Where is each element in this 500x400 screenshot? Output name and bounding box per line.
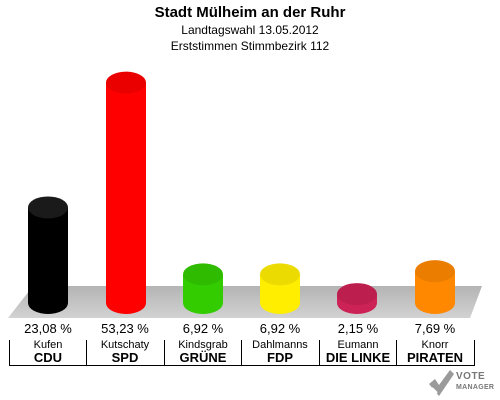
party-label-cdu: CDU xyxy=(33,350,63,365)
label-separator xyxy=(474,340,475,366)
candidate-name-gruene: Kindsgrab xyxy=(178,339,228,351)
party-label-linke: DIE LINKE xyxy=(325,350,391,365)
bar-fdp xyxy=(260,263,300,314)
data-label-gruene: 6,92 % xyxy=(182,321,224,336)
label-separator xyxy=(241,340,242,366)
data-label-cdu: 23,08 % xyxy=(24,321,72,336)
party-label-gruene: GRÜNE xyxy=(179,350,227,365)
party-label-piraten: PIRATEN xyxy=(406,350,464,365)
candidate-name-piraten: Knorr xyxy=(421,339,449,351)
label-separator xyxy=(164,340,165,366)
data-label-fdp: 6,92 % xyxy=(259,321,301,336)
candidate-name-linke: Eumann xyxy=(337,339,379,351)
bar-piraten xyxy=(415,260,455,314)
party-label-spd: SPD xyxy=(111,350,139,365)
label-separator xyxy=(319,340,320,366)
label-separator xyxy=(86,340,87,366)
data-label-spd: 53,23 % xyxy=(101,321,149,336)
data-label-linke: 2,15 % xyxy=(337,321,379,336)
candidate-name-fdp: Dahlmanns xyxy=(252,339,308,351)
chart-floor xyxy=(8,286,482,318)
bar-spd xyxy=(106,71,146,314)
label-separator xyxy=(9,340,10,366)
bar-linke xyxy=(337,283,377,314)
bar-gruene xyxy=(183,263,223,314)
party-label-fdp: FDP xyxy=(267,350,293,365)
bar-cdu xyxy=(28,196,68,314)
chart-title: Stadt Mülheim an der Ruhr xyxy=(154,4,346,21)
chart-subtitle-election: Landtagswahl 13.05.2012 xyxy=(181,23,319,37)
chart-subtitle-district: Erststimmen Stimmbezirk 112 xyxy=(170,39,330,53)
label-separator xyxy=(396,340,397,366)
logo-text-vote: VOTE xyxy=(456,371,486,382)
candidate-name-cdu: Kufen xyxy=(33,339,63,351)
vote-manager-logo: VOTE MANAGER xyxy=(426,366,500,400)
check-mark-icon xyxy=(429,370,454,396)
chart-titles: Stadt Mülheim an der Ruhr Landtagswahl 1… xyxy=(0,4,500,54)
data-label-piraten: 7,69 % xyxy=(414,321,456,336)
logo-text-manager: MANAGER xyxy=(456,384,495,391)
candidate-name-spd: Kutschaty xyxy=(100,339,150,351)
label-baseline xyxy=(9,365,474,366)
